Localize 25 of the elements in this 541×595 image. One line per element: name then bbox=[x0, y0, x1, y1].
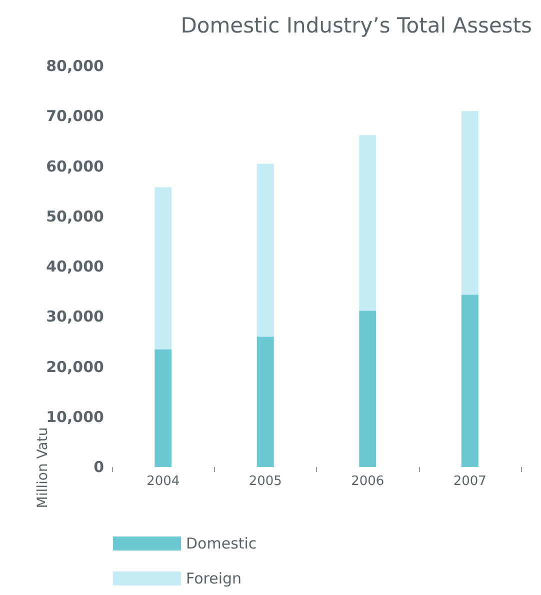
x-tick-label: 2005 bbox=[248, 474, 282, 489]
y-tick-label: 60,000 bbox=[46, 157, 104, 176]
y-tick-label: 80,000 bbox=[46, 57, 104, 75]
y-tick-label: 70,000 bbox=[46, 107, 104, 126]
bar bbox=[256, 164, 274, 337]
legend-label: Domestic bbox=[186, 534, 257, 552]
y-tick-label: 0 bbox=[94, 458, 104, 476]
x-tick-label: 2004 bbox=[146, 474, 180, 489]
y-tick-label: 40,000 bbox=[46, 258, 104, 276]
bar bbox=[359, 135, 376, 311]
legend-label: Foreign bbox=[186, 570, 242, 588]
bar bbox=[461, 294, 478, 467]
y-axis-title: Million Vatu bbox=[35, 427, 51, 508]
bar bbox=[256, 336, 274, 467]
y-tick-label: 30,000 bbox=[46, 308, 104, 326]
y-tick-label: 20,000 bbox=[46, 358, 104, 376]
bar bbox=[359, 310, 376, 467]
bar bbox=[154, 349, 172, 467]
y-tick-label: 50,000 bbox=[46, 207, 104, 226]
x-tick-label: 2007 bbox=[453, 474, 486, 489]
y-tick-label: 10,000 bbox=[46, 408, 104, 426]
chart-title: Domestic Industry’s Total Assests bbox=[180, 14, 532, 38]
bar bbox=[461, 111, 478, 295]
bar bbox=[154, 187, 172, 350]
x-tick-label: 2006 bbox=[351, 474, 384, 489]
